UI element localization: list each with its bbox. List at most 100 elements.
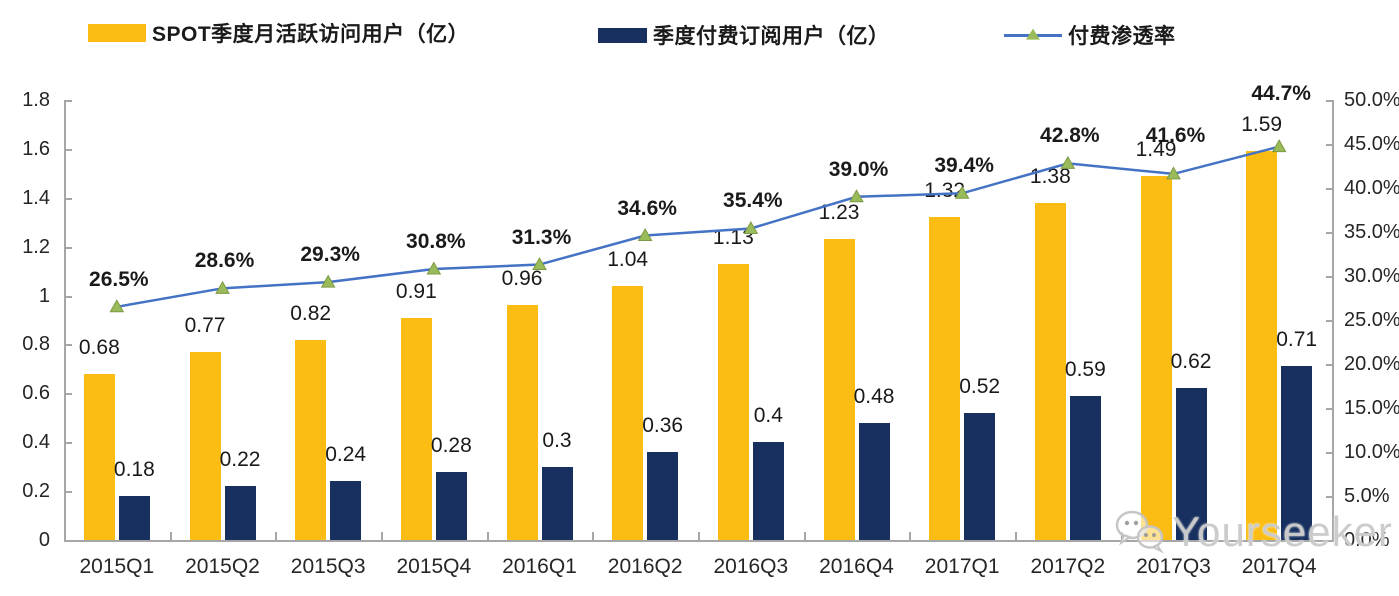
subs-bar xyxy=(118,496,150,540)
penetration-value-label: 34.6% xyxy=(617,196,677,220)
legend-label-subs: 季度付费订阅用户（亿） xyxy=(653,25,890,48)
right-axis-label: 50.0% xyxy=(1344,89,1399,111)
penetration-value-label: 44.7% xyxy=(1251,81,1311,105)
x-axis-tick xyxy=(486,532,489,540)
right-axis-tick xyxy=(1326,232,1332,234)
left-axis-label: 1 xyxy=(38,284,50,307)
left-axis-label: 0.2 xyxy=(22,480,50,503)
wechat-icon xyxy=(1115,510,1164,554)
x-axis-tick xyxy=(275,532,278,540)
subs-bar xyxy=(752,442,784,540)
triangle-marker-icon xyxy=(849,189,864,203)
subs-bar xyxy=(858,422,890,540)
x-axis-tick xyxy=(64,532,66,540)
subs-value-label: 0.22 xyxy=(219,448,261,472)
legend-label-penetration: 付费渗透率 xyxy=(1068,25,1176,48)
mau-value-label: 1.23 xyxy=(818,201,860,225)
x-axis-line xyxy=(64,540,1334,542)
x-axis-label: 2016Q2 xyxy=(607,555,683,578)
triangle-marker-icon xyxy=(637,228,653,242)
left-axis-tick xyxy=(66,148,72,151)
mau-bar xyxy=(1034,202,1066,540)
mau-value-label: 1.59 xyxy=(1241,113,1283,137)
mau-value-label: 0.96 xyxy=(501,267,543,291)
right-axis-label: 45.0% xyxy=(1344,133,1399,155)
subs-bar xyxy=(330,481,362,540)
x-axis-tick xyxy=(803,532,806,540)
x-axis-tick xyxy=(592,532,595,540)
left-axis-label: 0.4 xyxy=(22,431,50,454)
mau-value-label: 1.13 xyxy=(712,225,754,249)
x-axis-tick xyxy=(1332,532,1334,540)
mau-value-label: 1.04 xyxy=(607,247,649,271)
left-axis-tick xyxy=(66,295,72,298)
x-axis-label: 2016Q3 xyxy=(713,555,789,578)
subs-value-label: 0.48 xyxy=(853,384,895,408)
subs-bar-swatch-icon xyxy=(598,27,647,43)
penetration-line-swatch-icon xyxy=(1004,28,1062,40)
penetration-value-label: 28.6% xyxy=(194,249,255,273)
right-axis-line xyxy=(1332,100,1334,542)
subs-value-label: 0.52 xyxy=(959,374,1001,398)
mau-bar xyxy=(929,217,961,540)
subs-bar xyxy=(964,412,996,540)
x-axis-tick xyxy=(381,532,383,540)
left-axis-label: 1.8 xyxy=(22,89,50,111)
right-axis-tick xyxy=(1326,408,1332,410)
subs-bar xyxy=(1175,388,1207,540)
subs-value-label: 0.59 xyxy=(1064,357,1106,381)
x-axis-tick xyxy=(1015,532,1017,540)
subs-value-label: 0.28 xyxy=(430,433,472,457)
mau-bar xyxy=(83,373,115,540)
mau-value-label: 0.82 xyxy=(290,301,332,325)
subs-value-label: 0.4 xyxy=(753,404,783,428)
subs-bar xyxy=(1069,395,1101,540)
left-axis-label: 1.4 xyxy=(22,186,50,209)
penetration-value-label: 30.8% xyxy=(406,229,466,253)
mau-bar xyxy=(1246,151,1278,540)
legend-item-subs: 季度付费订阅用户（亿） xyxy=(598,22,890,48)
right-axis-tick xyxy=(1326,276,1332,278)
subs-value-label: 0.24 xyxy=(325,443,367,467)
mau-value-label: 0.91 xyxy=(395,279,437,303)
mau-value-label: 0.68 xyxy=(78,335,120,359)
right-axis-tick xyxy=(1326,540,1332,542)
subs-value-label: 0.71 xyxy=(1276,328,1318,352)
x-axis-label: 2016Q1 xyxy=(502,555,577,578)
right-axis-label: 35.0% xyxy=(1344,221,1399,243)
legend-item-penetration: 付费渗透率 xyxy=(1004,22,1176,48)
left-axis-tick xyxy=(66,491,72,494)
x-axis-label: 2016Q4 xyxy=(819,555,894,578)
left-axis-label: 0.6 xyxy=(22,382,50,405)
right-axis-label: 10.0% xyxy=(1344,441,1399,463)
mau-bar xyxy=(717,263,749,540)
triangle-marker-icon xyxy=(320,274,336,288)
subs-bar xyxy=(224,486,256,540)
right-axis-label: 30.0% xyxy=(1344,265,1399,287)
subs-value-label: 0.3 xyxy=(542,428,572,452)
right-axis-label: 5.0% xyxy=(1344,485,1390,507)
mau-bar xyxy=(189,351,221,540)
right-axis-tick xyxy=(1326,188,1332,190)
subs-bar xyxy=(1281,366,1313,540)
penetration-value-label: 31.3% xyxy=(511,225,572,249)
penetration-value-label: 35.4% xyxy=(723,189,783,213)
right-axis-tick xyxy=(1326,364,1332,366)
triangle-marker-icon xyxy=(1026,28,1040,40)
x-axis-label: 2017Q3 xyxy=(1136,555,1211,578)
left-axis-tick xyxy=(66,393,72,396)
x-axis-label: 2017Q4 xyxy=(1241,555,1317,578)
mau-value-label: 0.77 xyxy=(184,313,226,337)
penetration-value-label: 39.0% xyxy=(828,157,889,181)
x-axis-label: 2015Q3 xyxy=(290,555,366,578)
left-axis-label: 0.8 xyxy=(22,333,50,356)
x-axis-tick xyxy=(1226,532,1229,540)
mau-bar xyxy=(823,239,855,540)
right-axis-tick xyxy=(1326,496,1332,498)
penetration-value-label: 41.6% xyxy=(1145,123,1206,147)
left-axis-label: 0 xyxy=(38,529,50,551)
x-axis-label: 2015Q4 xyxy=(396,555,472,578)
mau-value-label: 1.32 xyxy=(924,179,966,203)
subs-value-label: 0.18 xyxy=(113,458,155,481)
mau-bar xyxy=(400,317,432,540)
